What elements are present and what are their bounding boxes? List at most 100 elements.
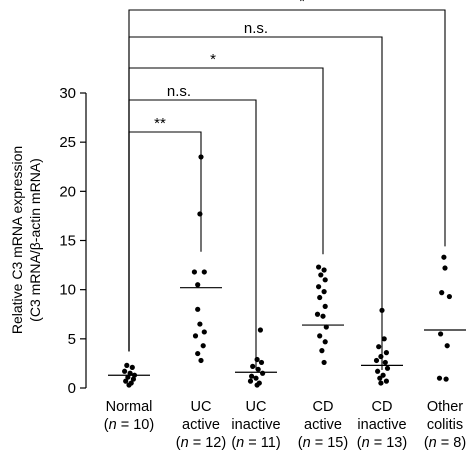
y-tick-label: 5 bbox=[68, 331, 76, 348]
significance-bracket bbox=[128, 67, 324, 352]
data-point bbox=[436, 375, 443, 381]
category-label-line2: colitis bbox=[427, 417, 463, 433]
category-label: CD bbox=[313, 399, 334, 415]
data-point bbox=[201, 269, 207, 275]
data-point bbox=[322, 303, 328, 309]
category-n: (n = 8) bbox=[424, 435, 466, 451]
data-point bbox=[375, 368, 381, 374]
y-axis: 0 5 10 15 20 25 30 bbox=[59, 85, 87, 397]
significance-label: n.s. bbox=[167, 83, 191, 100]
data-point bbox=[122, 368, 128, 374]
category-label: Other bbox=[427, 399, 463, 415]
significance-bracket bbox=[128, 9, 446, 352]
significance-label: ** bbox=[154, 115, 166, 132]
data-point bbox=[443, 376, 449, 382]
significance-label: * bbox=[299, 0, 305, 10]
data-point bbox=[321, 289, 327, 295]
data-point bbox=[439, 290, 445, 296]
category-label: UC bbox=[191, 399, 212, 415]
significance-label: n.s. bbox=[244, 20, 268, 37]
data-point bbox=[249, 373, 255, 379]
data-point bbox=[323, 324, 329, 330]
category-n: (n = 11) bbox=[231, 435, 280, 451]
y-axis-label: Relative C3 mRNA expression bbox=[9, 146, 25, 334]
data-point bbox=[316, 264, 322, 270]
data-point bbox=[129, 364, 135, 370]
data-point bbox=[130, 376, 136, 382]
data-point bbox=[257, 327, 263, 333]
category-label: CD bbox=[372, 399, 393, 415]
data-point bbox=[379, 307, 385, 313]
category-label-line2: inactive bbox=[231, 417, 280, 433]
y-tick-label: 30 bbox=[59, 85, 76, 102]
data-point bbox=[195, 282, 201, 288]
data-point bbox=[258, 359, 265, 366]
data-point bbox=[322, 277, 328, 283]
category-label-line2: inactive bbox=[357, 417, 406, 433]
data-point bbox=[384, 365, 391, 371]
data-point bbox=[247, 378, 254, 384]
data-point bbox=[383, 350, 389, 356]
data-point bbox=[317, 333, 323, 339]
data-point bbox=[318, 272, 324, 278]
y-tick-label: 0 bbox=[68, 380, 76, 397]
data-point bbox=[322, 339, 328, 345]
data-point bbox=[254, 356, 260, 363]
data-point bbox=[382, 359, 388, 366]
data-point bbox=[260, 370, 266, 376]
data-point bbox=[195, 350, 201, 357]
y-tick-label: 15 bbox=[59, 233, 76, 250]
category-n: (n = 10) bbox=[104, 417, 154, 433]
data-point bbox=[373, 357, 380, 364]
data-point bbox=[378, 353, 384, 360]
category-label: Normal bbox=[106, 399, 153, 415]
data-point bbox=[378, 380, 384, 386]
data-point bbox=[123, 378, 129, 384]
data-point bbox=[383, 378, 389, 384]
data-point bbox=[201, 329, 207, 335]
data-point bbox=[381, 336, 387, 342]
median-bars bbox=[108, 287, 466, 376]
category-label-line2: active bbox=[304, 417, 342, 433]
data-point bbox=[195, 306, 201, 312]
data-point bbox=[192, 333, 199, 339]
data-point bbox=[197, 211, 203, 217]
category-label: UC bbox=[246, 399, 267, 415]
data-point bbox=[321, 267, 327, 273]
data-point bbox=[446, 293, 452, 300]
significance-bracket bbox=[128, 131, 202, 352]
significance-brackets: **n.s.*n.s.* bbox=[128, 0, 446, 370]
data-point bbox=[441, 254, 447, 260]
data-point bbox=[438, 331, 444, 337]
category-labels: Normal (n = 10) UC active (n = 12) UC inactive… bbox=[104, 399, 466, 451]
category-n: (n = 15) bbox=[298, 435, 348, 451]
data-point bbox=[191, 269, 197, 275]
category-n: (n = 12) bbox=[176, 435, 226, 451]
data-point bbox=[320, 313, 326, 319]
y-tick-label: 25 bbox=[59, 134, 76, 151]
data-point bbox=[314, 311, 321, 317]
y-tick-label: 10 bbox=[59, 282, 76, 299]
category-label-line2: active bbox=[182, 417, 220, 433]
category-n: (n = 13) bbox=[357, 435, 407, 451]
data-point bbox=[316, 284, 322, 290]
data-point bbox=[254, 382, 260, 388]
data-point bbox=[319, 348, 325, 354]
data-point bbox=[200, 343, 206, 349]
data-point bbox=[321, 359, 327, 366]
data-point bbox=[255, 366, 261, 372]
significance-label: * bbox=[210, 51, 216, 68]
data-point bbox=[125, 374, 131, 380]
y-tick-label: 20 bbox=[59, 183, 76, 200]
data-point bbox=[250, 363, 256, 369]
data-point bbox=[197, 321, 203, 327]
data-point bbox=[198, 357, 204, 364]
data-point bbox=[317, 294, 323, 301]
significance-bracket bbox=[128, 99, 257, 370]
data-point bbox=[127, 370, 133, 376]
data-point bbox=[444, 343, 450, 349]
data-point bbox=[124, 362, 130, 368]
data-point bbox=[198, 154, 204, 160]
data-point bbox=[376, 344, 382, 350]
